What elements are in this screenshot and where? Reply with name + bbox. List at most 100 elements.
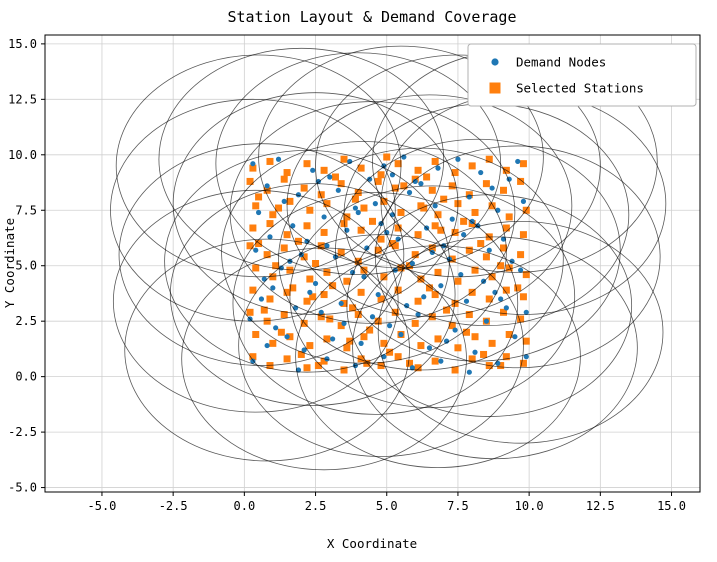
station-marker [377,295,385,303]
station-marker [280,244,288,252]
station-marker [255,240,263,248]
coverage-circle [335,138,621,362]
station-marker [522,337,530,345]
demand-node-marker [486,247,492,253]
station-marker [451,169,459,177]
station-marker [497,262,505,270]
axes-spines [44,34,701,493]
y-tick-label: 10.0 [8,148,37,162]
demand-node-marker [270,285,276,291]
coverage-circle [232,192,519,415]
y-tick-label: -2.5 [8,425,37,439]
station-marker [477,240,485,248]
station-marker [394,160,402,168]
station-marker [323,200,331,208]
station-marker [482,180,490,188]
station-marker [488,202,496,210]
demand-node-marker [324,243,330,249]
demand-node-marker [255,209,262,216]
station-marker [488,273,496,281]
station-marker [286,333,294,341]
station-marker [266,295,274,303]
station-marker [417,275,425,283]
demand-node-marker [358,340,364,346]
station-marker [309,293,317,301]
station-marker [519,359,527,367]
station-marker [465,246,473,254]
y-tick-label: -5.0 [8,481,37,495]
demand-node-marker [438,358,444,364]
station-marker [414,231,422,239]
demand-node-marker [472,349,478,355]
demand-node-marker [409,365,415,371]
coverage-circle [115,54,402,278]
station-marker [465,311,473,319]
chart-title: Station Layout & Demand Coverage [228,8,517,26]
station-marker [303,222,311,230]
demand-node-marker [261,276,267,282]
station-marker [303,297,311,305]
y-axis-label: Y Coordinate [2,218,17,308]
demand-node-marker [250,358,256,364]
legend-demand-marker-icon [491,58,499,66]
x-tick-label: 0.0 [234,499,256,513]
x-axis-label: X Coordinate [327,536,417,551]
legend-box [467,43,697,107]
station-marker [294,237,302,245]
station-marker [255,193,263,201]
station-marker [252,330,260,338]
y-tick-label: 2.5 [15,314,37,328]
demand-node-marker [449,216,455,222]
station-marker [340,299,348,307]
demand-node-marker [415,311,421,318]
station-marker [406,262,414,270]
station-marker [374,177,382,185]
station-marker [272,262,280,270]
coverage-circle [181,247,467,471]
station-marker [448,255,456,263]
station-marker [343,344,351,352]
station-marker [460,217,468,225]
x-tick-label: 15.0 [657,499,686,513]
station-marker [383,153,391,161]
station-marker [394,286,402,294]
station-marker [269,339,277,347]
station-marker [246,308,254,316]
station-marker [286,197,294,205]
station-marker [448,182,456,190]
station-marker [425,284,433,292]
station-marker [502,353,510,361]
demand-node-marker [466,194,472,200]
demand-node-marker [523,309,529,315]
coverage-circle [118,143,405,366]
demand-node-marker [361,274,367,280]
station-marker [462,328,470,336]
coverage-circle [229,101,516,324]
station-marker [343,277,351,285]
station-marker [320,166,328,174]
y-tick-label: 0.0 [15,370,37,384]
station-marker [360,333,368,341]
station-marker [485,155,493,163]
station-marker [283,288,291,296]
station-marker [519,231,527,239]
demand-node-marker [461,232,467,238]
station-marker [349,304,357,312]
demand-node-marker [307,289,313,295]
legend: Demand Nodes Selected Stations [467,43,697,107]
demand-node-marker [375,291,381,298]
station-marker [394,353,402,361]
demand-node-marker [364,245,370,251]
station-marker [468,162,476,170]
demand-node-marker [455,156,461,162]
station-marker [500,186,507,194]
station-marker [414,364,422,372]
station-marker [454,277,462,285]
station-marker [249,286,257,294]
station-marker [377,171,385,179]
station-marker [397,208,405,216]
station-marker [471,208,479,216]
station-marker [320,357,328,365]
